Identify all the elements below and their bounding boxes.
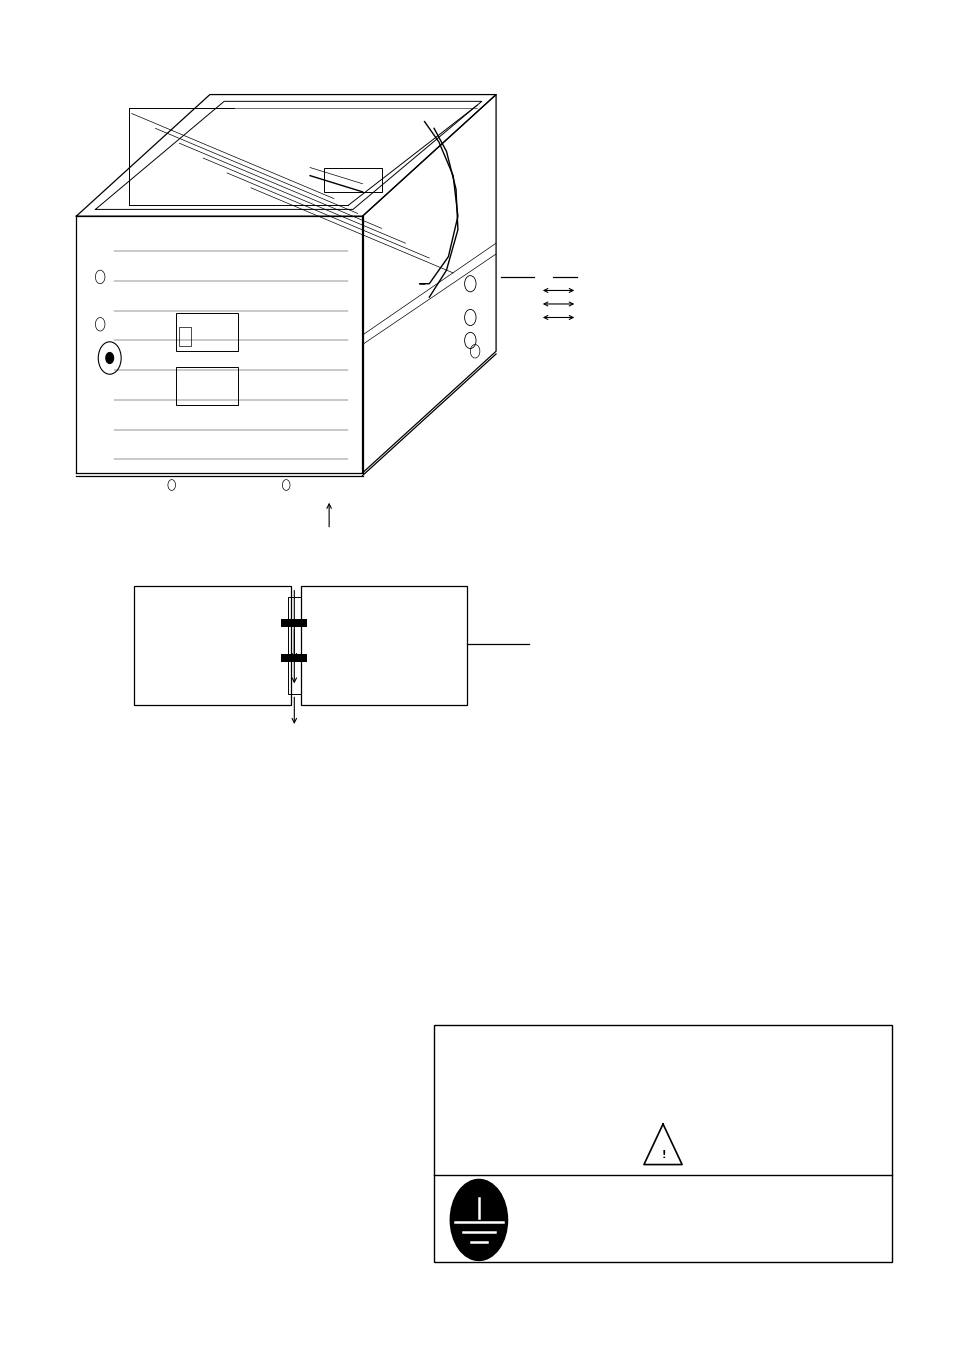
Bar xyxy=(281,619,307,627)
Circle shape xyxy=(106,353,113,363)
Bar xyxy=(179,327,191,346)
Bar xyxy=(324,168,381,192)
Bar xyxy=(300,586,467,705)
Bar xyxy=(288,597,300,694)
Bar xyxy=(434,1025,891,1262)
Bar xyxy=(133,586,291,705)
Text: !: ! xyxy=(661,1150,665,1161)
Bar xyxy=(176,367,238,405)
Bar xyxy=(176,313,238,351)
Circle shape xyxy=(450,1179,507,1260)
Bar xyxy=(281,654,307,662)
